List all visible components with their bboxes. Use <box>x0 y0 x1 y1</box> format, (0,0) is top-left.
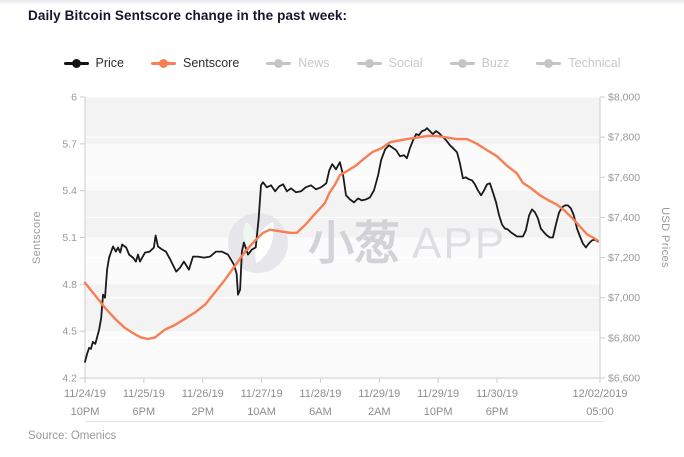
plot-band <box>85 143 600 191</box>
x-axis-date-label: 11/29/19 <box>417 388 459 400</box>
legend-label: Price <box>95 56 124 70</box>
right-axis-tick-label: $7,800 <box>608 132 640 144</box>
x-axis-time-label: 2AM <box>368 406 391 418</box>
left-axis-tick-label: 5.7 <box>62 138 77 150</box>
x-axis-time-label: 6PM <box>486 406 509 418</box>
page-title: Daily Bitcoin Sentscore change in the pa… <box>28 8 348 23</box>
legend-label: Buzz <box>481 56 510 70</box>
legend-label: Social <box>388 56 423 70</box>
right-axis-tick-label: $7,000 <box>608 292 640 304</box>
x-axis-time-label: 10PM <box>424 406 453 418</box>
plot-band <box>85 331 600 378</box>
legend-item-sentscore[interactable]: Sentscore <box>150 56 240 70</box>
x-axis-time-label: 6AM <box>309 406 332 418</box>
watermark-brand-text: 小葱 <box>308 217 400 269</box>
plot-band <box>85 284 600 332</box>
left-axis-tick-label: 5.1 <box>62 232 77 244</box>
x-axis-date-label: 11/26/19 <box>182 388 224 400</box>
right-axis-tick-label: $7,400 <box>608 212 640 224</box>
x-axis-date-label: 11/28/19 <box>299 388 341 400</box>
legend-line-dot-icon <box>266 57 292 69</box>
left-axis-tick-label: 6 <box>71 92 77 104</box>
right-axis-tick-label: $7,200 <box>608 252 640 264</box>
plot-band <box>85 97 600 144</box>
x-axis-date-label: 12/02/2019 <box>572 388 627 400</box>
legend-label: News <box>298 56 330 70</box>
sprout-leaf-icon <box>255 222 274 263</box>
legend-item-buzz[interactable]: Buzz <box>449 56 510 70</box>
x-axis-time-label: 10PM <box>71 406 100 418</box>
legend-line-dot-icon <box>150 57 176 69</box>
x-axis-date-label: 11/30/19 <box>476 388 518 400</box>
legend-line-dot-icon <box>449 57 475 69</box>
source-note: Source: Omenics <box>28 430 117 442</box>
watermark-suffix-text: APP <box>412 219 506 268</box>
legend-item-price[interactable]: Price <box>63 56 124 70</box>
top-fade-decoration <box>0 0 684 5</box>
sentscore-line <box>83 134 600 341</box>
left-axis-tick-label: 4.8 <box>62 279 77 291</box>
legend-item-social[interactable]: Social <box>356 56 423 70</box>
left-axis-tick-label: 5.4 <box>62 185 77 197</box>
legend-item-news[interactable]: News <box>266 56 330 70</box>
legend-line-dot-icon <box>63 57 89 69</box>
legend: Price Sentscore News Social Buzz Technical <box>0 56 684 70</box>
legend-item-technical[interactable]: Technical <box>536 56 621 70</box>
legend-line-dot-icon <box>356 57 382 69</box>
x-axis-date-label: 11/29/19 <box>358 388 400 400</box>
legend-label: Technical <box>568 56 621 70</box>
divider <box>85 421 604 422</box>
right-axis-tick-label: $8,000 <box>608 92 640 104</box>
x-axis-time-label: 05:00 <box>586 406 614 418</box>
plot-band <box>85 190 600 238</box>
x-axis-date-label: 11/25/19 <box>123 388 165 400</box>
x-axis-time-label: 6PM <box>133 406 156 418</box>
x-axis-time-label: 10AM <box>247 406 276 418</box>
x-axis-date-label: 11/24/19 <box>64 388 106 400</box>
x-axis-time-label: 2PM <box>191 406 214 418</box>
watermark: 小葱 APP <box>228 213 506 273</box>
legend-label: Sentscore <box>182 56 240 70</box>
price-line <box>84 127 599 363</box>
legend-line-dot-icon <box>536 57 562 69</box>
right-axis-tick-label: $6,600 <box>608 373 640 385</box>
right-axis-tick-label: $6,800 <box>608 332 640 344</box>
left-axis-title: Sentscore <box>31 211 43 264</box>
left-axis-tick-label: 4.2 <box>62 373 77 385</box>
right-axis-title: USD Prices <box>659 207 671 268</box>
right-axis-tick-label: $7,600 <box>608 172 640 184</box>
x-axis-date-label: 11/27/19 <box>241 388 283 400</box>
left-axis-tick-label: 4.5 <box>62 326 77 338</box>
